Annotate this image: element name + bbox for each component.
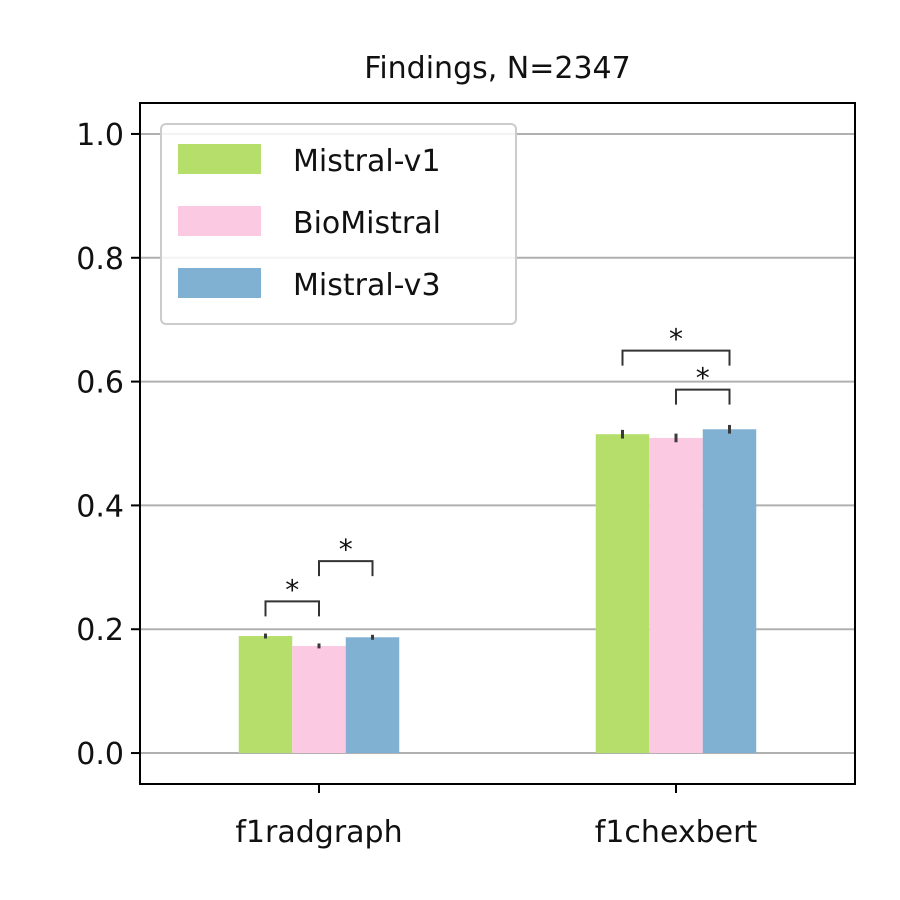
significance-bracket [675,388,731,405]
bar [649,437,703,754]
significance-bracket [318,560,374,577]
bar [345,637,400,754]
significance-star: * [669,323,683,356]
plot-frame [139,102,856,785]
x-tick-label: f1radgraph [235,815,402,850]
y-axis: 0.0 0.2 0.4 0.6 0.8 1.0 [76,118,140,772]
x-axis: f1radgraph f1chexbert [235,784,757,850]
chart-title: Findings, N=2347 [364,51,630,86]
bar [238,636,293,754]
y-tick-label: 0.4 [76,489,124,524]
y-tick-label: 0.6 [76,366,124,401]
significance-bracket [621,349,731,366]
legend-label: Mistral-v3 [293,268,441,303]
y-tick-label: 1.0 [76,118,124,153]
y-tick-label: 0.8 [76,242,124,277]
y-tick-label: 0.0 [76,737,124,772]
significance-star: * [696,362,710,395]
bars [238,429,757,754]
legend-swatch [178,144,261,174]
bar [292,645,346,754]
legend-label: Mistral-v1 [293,144,441,179]
y-tick-label: 0.2 [76,613,124,648]
x-tick-label: f1chexbert [595,815,758,850]
legend-swatch [178,268,261,298]
significance-star: * [339,533,353,566]
bar [702,429,757,754]
significance-brackets: * * * * [264,323,731,617]
error-bars [264,424,731,649]
significance-bracket [264,600,320,617]
legend-swatch [178,206,261,236]
significance-star: * [285,573,299,606]
legend-label: BioMistral [293,206,441,241]
legend: Mistral-v1 BioMistral Mistral-v3 [160,123,517,325]
bar [595,434,650,754]
